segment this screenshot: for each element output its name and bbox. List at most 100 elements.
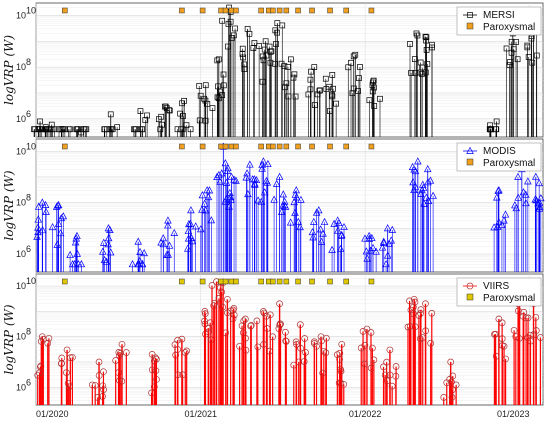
data-point	[56, 229, 65, 237]
data-point	[51, 126, 58, 133]
data-point	[514, 193, 523, 201]
x-tick-label: 01/2021	[185, 409, 218, 419]
legend-label: MODIS	[483, 146, 516, 157]
data-point	[144, 112, 150, 119]
paroxysmal-marker	[327, 143, 333, 150]
data-point	[290, 74, 297, 81]
data-point	[316, 87, 323, 94]
x-tick-label: 01/2022	[349, 409, 382, 419]
data-point	[495, 218, 503, 226]
paroxysmal-marker	[228, 278, 235, 285]
data-point	[34, 223, 42, 231]
data-point	[411, 323, 419, 331]
data-point	[490, 223, 498, 231]
data-point	[43, 126, 49, 133]
data-point	[420, 199, 428, 207]
data-point	[429, 41, 435, 48]
y-tick-label: 10	[16, 10, 26, 20]
data-point	[492, 330, 499, 338]
data-point	[487, 126, 494, 133]
data-point	[328, 245, 336, 253]
data-point	[273, 41, 279, 47]
series-paroxysmal	[62, 7, 375, 14]
data-point	[357, 64, 363, 70]
data-point	[292, 93, 299, 100]
data-point	[413, 30, 420, 37]
data-point	[280, 201, 289, 209]
data-point	[258, 164, 266, 172]
data-point	[498, 335, 506, 343]
data-point	[36, 369, 43, 377]
data-point	[257, 197, 266, 205]
data-point	[334, 226, 342, 234]
data-point	[285, 64, 291, 70]
data-point	[424, 178, 432, 186]
data-point	[204, 192, 213, 201]
data-point	[246, 160, 254, 168]
data-point	[371, 103, 378, 109]
data-point	[276, 300, 283, 308]
data-point	[507, 59, 513, 65]
data-point	[422, 69, 429, 76]
data-point	[370, 356, 378, 364]
data-point	[502, 355, 509, 363]
data-point	[137, 108, 144, 114]
data-point	[44, 339, 52, 347]
data-point	[277, 320, 284, 328]
data-point	[319, 369, 327, 377]
data-point	[499, 342, 506, 349]
data-point	[254, 343, 262, 351]
data-point	[174, 126, 181, 133]
data-point	[414, 157, 422, 165]
data-point	[224, 295, 231, 303]
data-point	[417, 189, 425, 198]
data-point	[493, 118, 500, 125]
data-point	[229, 306, 237, 314]
y-tick-label: 10	[16, 281, 26, 291]
data-point	[99, 247, 107, 255]
paroxysmal-marker	[368, 143, 375, 150]
paroxysmal-marker	[343, 143, 349, 150]
data-point	[356, 75, 362, 81]
data-point	[183, 122, 190, 129]
data-point	[187, 206, 195, 214]
data-point	[352, 51, 359, 58]
data-point	[198, 191, 207, 199]
y-tick-exponent: 8	[26, 57, 31, 67]
data-point	[429, 191, 437, 199]
data-point	[221, 197, 229, 205]
data-point	[159, 234, 168, 242]
data-point	[200, 199, 209, 207]
data-point	[514, 56, 521, 63]
data-point	[181, 349, 189, 356]
data-point	[196, 117, 203, 124]
data-point	[174, 346, 181, 353]
data-point	[307, 76, 314, 83]
data-point	[297, 195, 305, 203]
data-point	[309, 217, 318, 225]
data-point	[101, 126, 108, 133]
data-point	[282, 84, 288, 91]
data-point	[227, 172, 236, 180]
data-point	[201, 320, 209, 328]
data-point	[522, 199, 530, 207]
data-point	[335, 218, 343, 227]
data-point	[162, 103, 168, 110]
data-point	[253, 317, 261, 325]
data-point	[422, 193, 431, 201]
data-point	[73, 126, 80, 133]
data-point	[333, 100, 339, 107]
paroxysmal-marker	[270, 7, 276, 14]
data-point	[100, 368, 107, 376]
data-point	[501, 210, 510, 218]
paroxysmal-marker	[233, 278, 239, 285]
data-point	[370, 79, 376, 86]
data-point	[340, 222, 348, 231]
data-point	[279, 201, 287, 209]
data-point	[323, 86, 330, 92]
y-tick-exponent: 10	[26, 276, 36, 286]
data-point	[220, 71, 227, 78]
data-point	[282, 328, 289, 336]
data-point	[254, 196, 262, 204]
data-point	[417, 59, 424, 66]
